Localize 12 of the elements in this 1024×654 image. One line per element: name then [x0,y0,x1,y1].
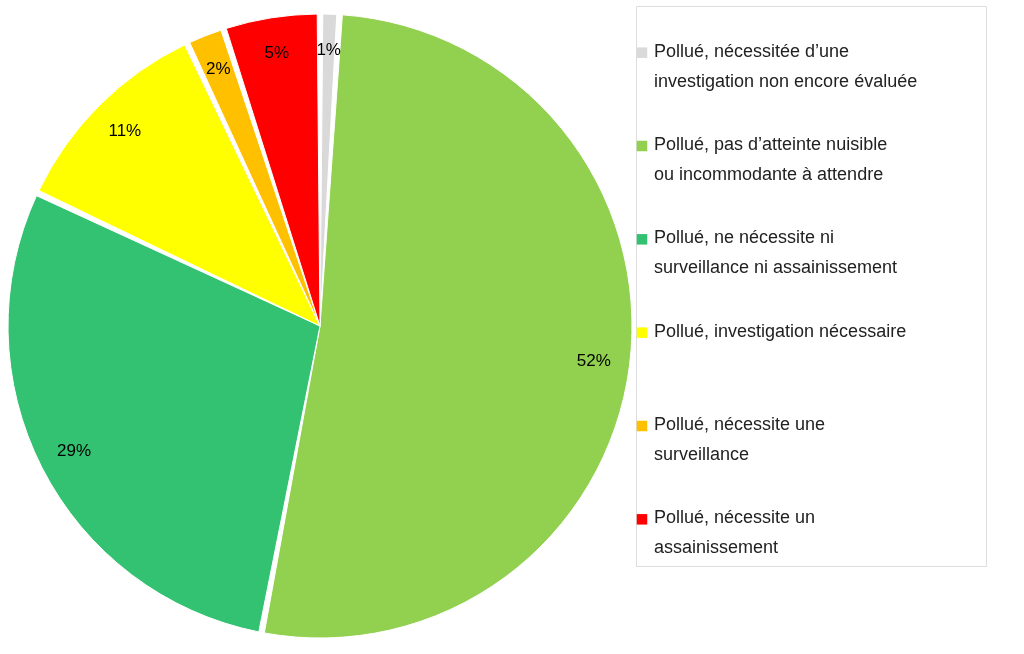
legend-label: Pollué, pas d’atteinte nuisible ou incommodante à attendre [654,134,888,184]
legend-label: Pollué, ne nécessite ni surveillance ni assainissement [654,227,898,278]
data-label: 29% [57,441,92,461]
data-label: 11% [108,120,142,140]
data-label: 5% [264,43,290,63]
legend-label: Pollué, nécessite un assainissement [654,507,816,558]
data-label: 2% [206,59,231,79]
legend-label: Pollué, investigation nécessaire [654,320,907,341]
data-label: 1% [316,40,341,60]
data-label: 52% [576,350,611,370]
legend-label: Pollué, nécessite une surveillance [654,414,826,464]
legend-label: Pollué, nécessitée d’une investigation non encore évaluée [654,40,918,91]
